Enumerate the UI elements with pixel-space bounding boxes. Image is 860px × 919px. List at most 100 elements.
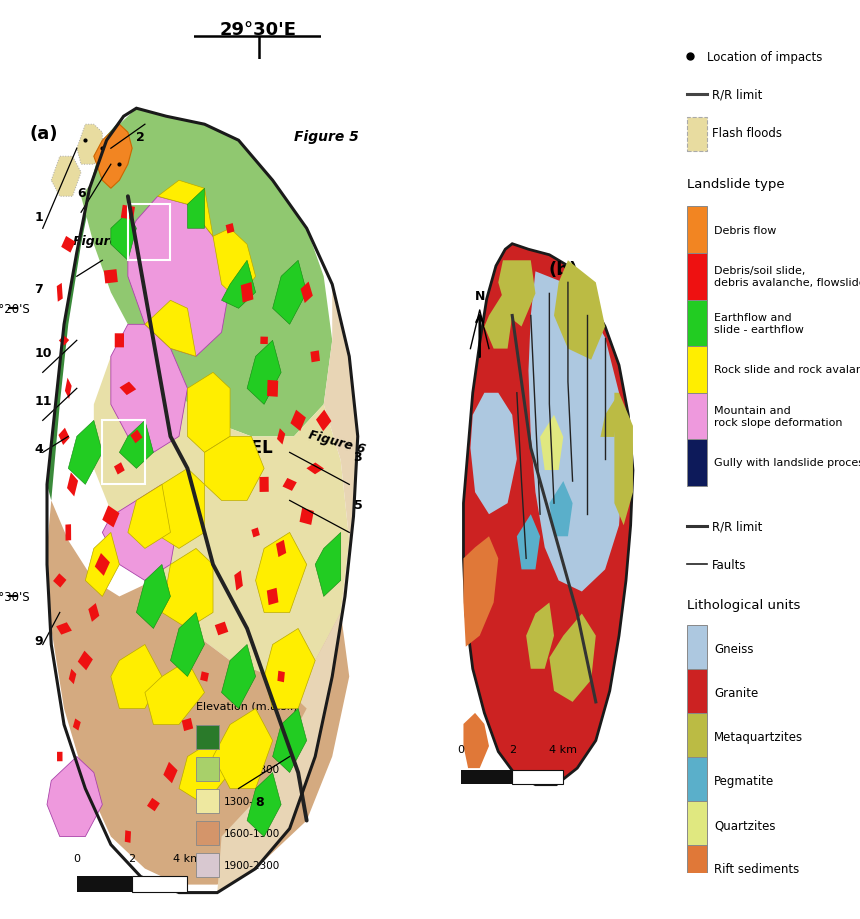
Text: R/R limit: R/R limit	[712, 89, 763, 102]
Polygon shape	[128, 197, 230, 357]
Polygon shape	[95, 553, 110, 576]
Polygon shape	[120, 421, 153, 469]
Polygon shape	[64, 379, 71, 400]
Polygon shape	[130, 430, 143, 444]
Polygon shape	[58, 335, 69, 346]
Polygon shape	[144, 661, 205, 725]
Polygon shape	[205, 437, 264, 501]
Bar	[102, 421, 145, 485]
Bar	[687, 714, 707, 760]
Text: 2: 2	[129, 853, 136, 863]
Text: Quartzites: Quartzites	[714, 818, 776, 832]
Polygon shape	[247, 773, 281, 836]
Polygon shape	[282, 479, 297, 492]
Polygon shape	[128, 485, 170, 549]
Polygon shape	[255, 533, 307, 613]
Text: 0: 0	[458, 743, 464, 754]
Polygon shape	[498, 261, 536, 327]
Bar	[687, 757, 707, 804]
Polygon shape	[52, 157, 81, 197]
Polygon shape	[102, 505, 120, 528]
Polygon shape	[114, 463, 125, 475]
Text: 7: 7	[34, 283, 43, 296]
Bar	[128, 205, 170, 261]
Polygon shape	[187, 189, 205, 229]
Polygon shape	[125, 831, 131, 843]
Polygon shape	[114, 334, 124, 348]
Polygon shape	[276, 540, 286, 558]
Text: <1000: <1000	[224, 732, 259, 743]
Text: 4 km: 4 km	[550, 743, 577, 754]
Polygon shape	[464, 244, 633, 785]
Polygon shape	[94, 341, 349, 676]
Polygon shape	[157, 181, 213, 237]
Polygon shape	[517, 515, 540, 570]
Text: REL: REL	[238, 439, 273, 457]
Text: Figure 7: Figure 7	[72, 235, 131, 248]
Text: 29°30'E: 29°30'E	[219, 21, 297, 40]
Bar	[513, 770, 563, 784]
Polygon shape	[277, 429, 286, 445]
Polygon shape	[57, 284, 63, 302]
Text: 3°20'S: 3°20'S	[0, 302, 30, 315]
Polygon shape	[104, 270, 118, 284]
Bar	[687, 801, 707, 848]
Text: Gully with landslide process: Gully with landslide process	[714, 458, 860, 468]
Text: 4: 4	[34, 443, 43, 456]
Text: Location of impacts: Location of impacts	[707, 51, 822, 63]
Polygon shape	[85, 533, 120, 596]
Bar	[687, 626, 707, 673]
Text: 0: 0	[73, 853, 80, 863]
Polygon shape	[65, 525, 71, 541]
Text: N: N	[475, 289, 485, 302]
Text: R/R limit: R/R limit	[712, 520, 763, 533]
Polygon shape	[120, 382, 136, 396]
Polygon shape	[137, 565, 170, 629]
Bar	[687, 207, 707, 254]
Polygon shape	[526, 603, 554, 669]
Bar	[196, 853, 219, 877]
Polygon shape	[213, 229, 255, 301]
Polygon shape	[241, 283, 254, 303]
Text: Rock slide and rock avalanche: Rock slide and rock avalanche	[714, 365, 860, 375]
Polygon shape	[147, 798, 160, 811]
Text: 1300-1600: 1300-1600	[224, 797, 280, 807]
Polygon shape	[267, 380, 278, 397]
Text: (b): (b)	[549, 261, 578, 279]
Bar	[196, 725, 219, 749]
Polygon shape	[484, 294, 513, 349]
Text: Figure 6: Figure 6	[307, 428, 366, 456]
Polygon shape	[53, 573, 66, 588]
Polygon shape	[77, 651, 93, 671]
Polygon shape	[47, 501, 349, 885]
Polygon shape	[77, 125, 102, 165]
Text: Metaquartzites: Metaquartzites	[714, 731, 803, 743]
Polygon shape	[316, 410, 331, 432]
Polygon shape	[47, 117, 124, 501]
Polygon shape	[315, 533, 341, 596]
Text: Elevation (m.a.s.l): Elevation (m.a.s.l)	[196, 701, 298, 710]
Bar	[687, 301, 707, 346]
Polygon shape	[251, 528, 260, 538]
Polygon shape	[528, 272, 624, 592]
Text: 3°30'S: 3°30'S	[0, 590, 30, 603]
Polygon shape	[291, 410, 306, 432]
Polygon shape	[102, 485, 179, 581]
Text: 2: 2	[508, 743, 516, 754]
Polygon shape	[111, 213, 137, 261]
Polygon shape	[94, 125, 132, 189]
Polygon shape	[187, 373, 230, 453]
Text: 3: 3	[353, 451, 362, 464]
Polygon shape	[218, 285, 358, 892]
Polygon shape	[144, 301, 196, 357]
Text: Pegmatite: Pegmatite	[714, 775, 774, 788]
Polygon shape	[540, 415, 563, 471]
Polygon shape	[69, 669, 77, 685]
Text: Mountain and
rock slope deformation: Mountain and rock slope deformation	[714, 405, 843, 427]
Polygon shape	[554, 261, 605, 360]
Bar	[196, 756, 219, 780]
Text: Landslide type: Landslide type	[687, 177, 784, 190]
Polygon shape	[181, 718, 194, 732]
Text: 8: 8	[255, 795, 264, 808]
Bar	[687, 393, 707, 440]
